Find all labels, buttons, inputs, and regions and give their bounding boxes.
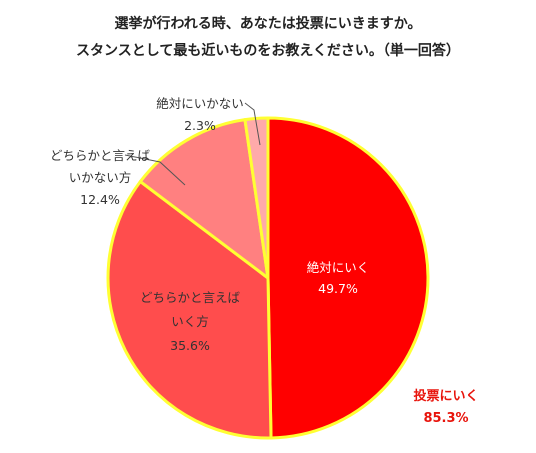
pie-slice-1 (106, 180, 273, 440)
chart-title-line2: スタンスとして最も近いものをお教えください。（単一回答） (76, 43, 460, 59)
slice-label-3: 絶対にいかない (156, 96, 244, 111)
slice-value-2: 12.4% (80, 192, 120, 207)
leader-line-3 (244, 102, 261, 146)
slice-value-1: 35.6% (170, 338, 210, 353)
slice-label-1: どちらかと言えば (140, 290, 241, 305)
slice-value-3: 2.3% (184, 118, 216, 133)
slice-label-0: 絶対にいく (307, 260, 370, 275)
slice-label-2: いかない方 (69, 170, 132, 185)
group-annotation-value: 85.3% (423, 411, 468, 426)
slice-value-0: 49.7% (318, 281, 358, 296)
pie-slice-0 (266, 116, 430, 440)
slice-label-1: いく方 (171, 314, 209, 329)
pie-slice-2 (138, 118, 270, 280)
group-annotation-label: 投票にいく (413, 388, 478, 404)
pie-slice-3 (243, 116, 270, 280)
leader-line-2 (124, 154, 186, 186)
chart-title-line1: 選挙が行われる時、あなたは投票にいきますか。 (114, 16, 422, 32)
slice-label-2: どちらかと言えば (50, 148, 151, 163)
